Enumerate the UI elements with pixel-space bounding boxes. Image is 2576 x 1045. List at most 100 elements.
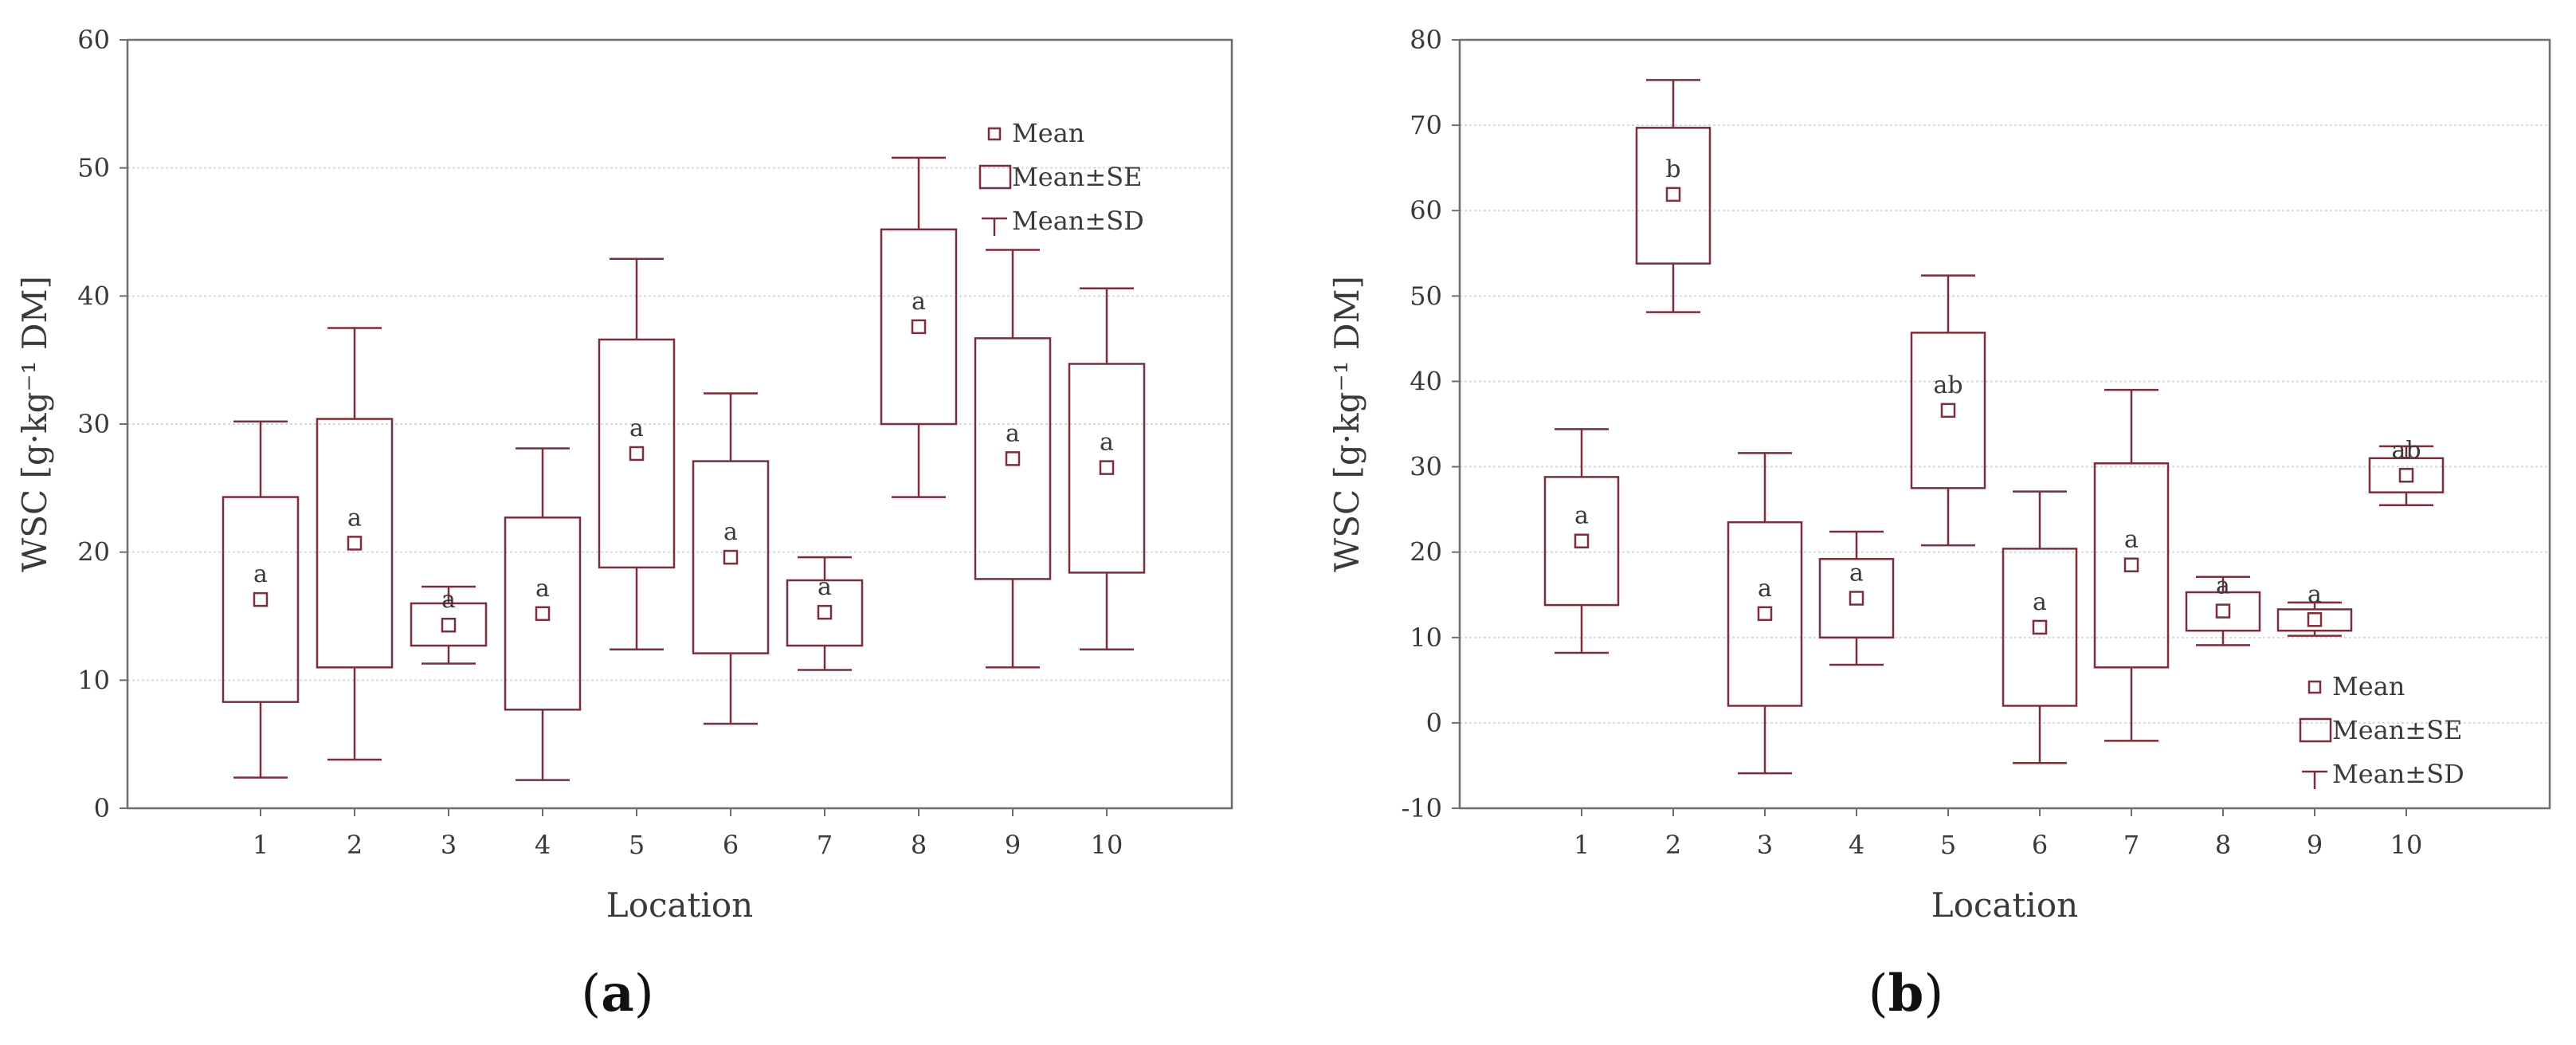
mean-marker — [2215, 603, 2231, 619]
legend: Mean Mean±SE Mean±SD — [2299, 671, 2464, 789]
mean-marker — [1665, 187, 1681, 202]
x-tick-label: 10 — [1091, 830, 1123, 860]
mean-marker — [2123, 557, 2139, 572]
x-tick-label: 8 — [911, 830, 927, 860]
legend: Mean Mean±SE Mean±SD — [978, 118, 1144, 236]
mean-marker — [629, 446, 645, 462]
mean-marker — [817, 604, 833, 620]
se-box — [1818, 557, 1895, 639]
mean-marker — [2032, 619, 2048, 635]
box-location-8: a — [2185, 572, 2261, 646]
box-location-8: a — [880, 156, 958, 498]
panel-label: (b) — [1868, 964, 1944, 1023]
box-location-3: a — [1727, 452, 1803, 775]
mean-marker — [253, 591, 269, 607]
group-letter: a — [912, 288, 926, 316]
group-letter: ab — [1933, 371, 1962, 399]
se-box — [2093, 462, 2170, 669]
x-axis-label: Location — [606, 886, 753, 925]
y-tick-label: -10 — [1401, 793, 1442, 823]
se-box — [786, 579, 864, 647]
x-tick-label: 4 — [1849, 830, 1864, 860]
x-tick-label: 2 — [347, 830, 363, 860]
mean-marker — [1757, 606, 1773, 622]
se-box — [2368, 457, 2445, 493]
box-location-6: a — [2002, 490, 2078, 764]
x-tick-label: 2 — [1665, 830, 1681, 860]
group-letter: a — [1574, 502, 1589, 530]
y-tick-label: 30 — [77, 409, 110, 439]
mean-marker — [1574, 533, 1590, 548]
x-tick-label: 6 — [2032, 830, 2048, 860]
y-tick-label: 30 — [1410, 452, 1442, 482]
y-tick-label: 40 — [77, 281, 110, 311]
y-axis-label: WSC [g·kg⁻¹ DM] — [1327, 276, 1366, 572]
mean-marker — [347, 536, 363, 551]
plot-frame — [1458, 38, 2551, 810]
y-tick-label: 70 — [1410, 110, 1442, 140]
group-letter: b — [1665, 155, 1680, 183]
se-box — [1727, 521, 1803, 707]
group-letter: a — [347, 504, 362, 532]
y-tick-label: 10 — [77, 665, 110, 695]
se-box — [2002, 548, 2078, 707]
y-tick-label: 60 — [77, 25, 110, 55]
y-tick-label: 50 — [77, 153, 110, 183]
mean-marker — [2307, 612, 2323, 627]
box-location-3: a — [410, 585, 488, 665]
y-tick-label: 0 — [94, 793, 110, 823]
group-letter: a — [1006, 419, 1020, 447]
x-tick-label: 1 — [253, 830, 269, 860]
box-location-5: ab — [1910, 274, 1986, 547]
box-location-2: a — [316, 327, 394, 761]
se-box — [2276, 608, 2353, 632]
se-box — [504, 517, 582, 711]
box-location-7: a — [2093, 388, 2170, 742]
y-tick-label: 40 — [1410, 366, 1442, 396]
box-location-9: a — [2276, 580, 2353, 637]
mean-marker — [2398, 468, 2414, 483]
x-tick-label: 5 — [629, 830, 645, 860]
box-location-1: a — [222, 420, 300, 779]
mean-marker — [1849, 591, 1864, 606]
x-tick-label: 9 — [1005, 830, 1021, 860]
group-letter: a — [1100, 429, 1114, 457]
y-tick-label: 20 — [1410, 537, 1442, 568]
x-axis-label: Location — [1931, 886, 2078, 925]
box-location-9: a — [974, 249, 1052, 669]
x-tick-label: 3 — [1757, 830, 1773, 860]
group-letter: a — [2216, 572, 2230, 600]
plot-frame — [126, 38, 1233, 810]
se-box — [880, 228, 958, 426]
se-box — [1635, 127, 1711, 265]
x-tick-label: 1 — [1574, 830, 1590, 860]
mean-marker — [535, 606, 551, 622]
legend-se-label: Mean±SE — [2332, 715, 2462, 745]
y-tick-label: 0 — [1426, 708, 1442, 738]
legend-se-swatch — [978, 164, 1012, 190]
x-tick-label: 4 — [535, 830, 551, 860]
legend-sd-label: Mean±SD — [2332, 759, 2464, 789]
mean-marker — [723, 549, 739, 565]
y-tick-label: 80 — [1410, 25, 1442, 55]
group-letter: a — [441, 586, 456, 614]
box-location-6: a — [692, 392, 770, 725]
group-letter: a — [1849, 560, 1864, 587]
x-tick-label: 3 — [441, 830, 457, 860]
se-box — [410, 602, 488, 647]
se-box — [316, 418, 394, 669]
se-box — [222, 496, 300, 703]
se-box — [2185, 591, 2261, 632]
y-tick-label: 10 — [1410, 623, 1442, 653]
x-tick-label: 8 — [2215, 830, 2231, 860]
group-letter: a — [2124, 526, 2139, 554]
group-letter: a — [723, 518, 738, 546]
box-location-2: b — [1635, 79, 1711, 313]
mean-marker — [911, 319, 927, 335]
legend-se-swatch — [2299, 717, 2332, 743]
box-location-4: a — [504, 447, 582, 781]
se-box — [974, 337, 1052, 580]
